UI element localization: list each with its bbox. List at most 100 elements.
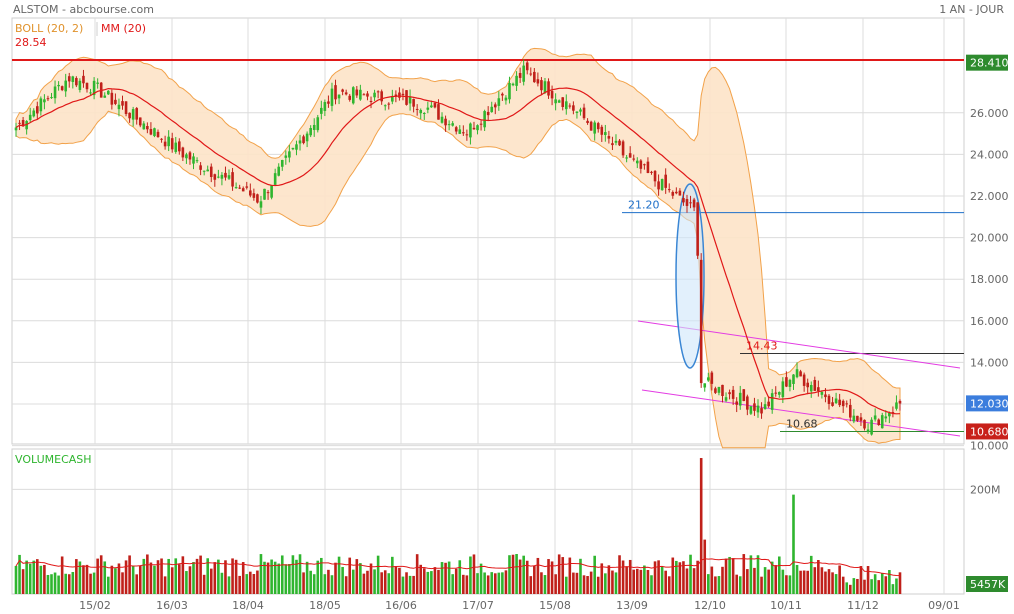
candle-body bbox=[209, 166, 213, 177]
candle-body bbox=[543, 81, 547, 93]
candle-body bbox=[362, 94, 366, 96]
volume-bar bbox=[25, 560, 28, 594]
volume-bar bbox=[327, 569, 330, 594]
volume-bar bbox=[422, 568, 426, 594]
candle-body bbox=[451, 123, 454, 126]
volume-bar bbox=[50, 574, 53, 594]
volume-bar bbox=[781, 569, 785, 594]
candle-body bbox=[422, 112, 426, 114]
volume-bar bbox=[252, 574, 256, 594]
volume-bar bbox=[14, 565, 18, 594]
volume-bar bbox=[202, 574, 206, 594]
volume-bar bbox=[611, 570, 614, 594]
resistance-label: 28.54 bbox=[15, 36, 47, 49]
volume-bar bbox=[220, 572, 224, 594]
candle-body bbox=[316, 117, 320, 131]
volume-bar bbox=[36, 559, 39, 594]
volume-bar bbox=[67, 574, 71, 594]
candle-body bbox=[124, 101, 128, 114]
candle-body bbox=[43, 99, 46, 103]
volume-bar bbox=[280, 555, 284, 594]
candle-body bbox=[533, 71, 536, 83]
candle-body bbox=[667, 189, 671, 191]
volume-bar bbox=[401, 576, 405, 594]
candle-body bbox=[419, 109, 423, 114]
candle-body bbox=[579, 109, 582, 112]
candle-body bbox=[259, 201, 263, 208]
volume-bar bbox=[760, 576, 763, 594]
volume-bar bbox=[667, 576, 671, 594]
volume-bar bbox=[75, 559, 78, 594]
candle-body bbox=[696, 202, 699, 256]
candle-body bbox=[493, 104, 497, 108]
candle-body bbox=[50, 97, 53, 99]
volume-bar bbox=[717, 576, 721, 594]
volume-bar bbox=[518, 559, 522, 594]
candle-body bbox=[777, 392, 781, 395]
volume-bar bbox=[888, 570, 891, 594]
moving-average bbox=[15, 87, 901, 415]
volume-bar bbox=[802, 570, 806, 594]
volume-bars bbox=[14, 458, 902, 594]
legend-boll: BOLL (20, 2) bbox=[15, 22, 83, 35]
badge-volume: 5457K bbox=[970, 578, 1006, 591]
candle-body bbox=[522, 65, 525, 82]
volume-bar bbox=[628, 559, 632, 594]
candle-body bbox=[444, 118, 447, 126]
candle-body bbox=[231, 172, 234, 187]
candle-body bbox=[320, 107, 323, 114]
volume-bar bbox=[92, 572, 96, 594]
volume-bar bbox=[21, 569, 25, 594]
candlesticks bbox=[14, 59, 902, 436]
volume-bar bbox=[263, 561, 266, 594]
volume-bar bbox=[714, 576, 717, 594]
y-tick-label: 10.000 bbox=[970, 440, 1009, 453]
candle-body bbox=[107, 90, 110, 95]
candle-body bbox=[756, 405, 760, 413]
candle-body bbox=[327, 101, 330, 104]
volume-bar bbox=[543, 575, 547, 594]
volume-bar bbox=[511, 554, 515, 594]
candle-body bbox=[824, 394, 827, 398]
candle-body bbox=[25, 121, 28, 130]
volume-bar bbox=[856, 578, 859, 594]
candle-body bbox=[57, 84, 60, 87]
candle-body bbox=[64, 80, 68, 92]
candle-body bbox=[841, 400, 845, 407]
candle-body bbox=[398, 92, 401, 98]
candle-body bbox=[490, 106, 494, 113]
volume-bar bbox=[320, 557, 323, 594]
y-axis-labels: 26.000 24.000 22.000 20.000 18.000 16.000 14.0… bbox=[966, 54, 1009, 592]
volume-bar bbox=[660, 566, 664, 594]
candle-body bbox=[192, 156, 195, 164]
volume-bar bbox=[699, 458, 703, 594]
candle-body bbox=[224, 172, 227, 178]
volume-bar bbox=[561, 557, 565, 594]
volume-bar bbox=[249, 571, 252, 594]
volume-bar bbox=[444, 562, 447, 594]
candle-body bbox=[117, 104, 121, 110]
grid bbox=[12, 18, 964, 594]
candle-body bbox=[785, 377, 788, 387]
volume-bar bbox=[383, 570, 387, 594]
x-tick-label: 15/08 bbox=[539, 599, 571, 612]
volume-bar bbox=[596, 576, 600, 594]
volume-bar bbox=[479, 563, 483, 594]
volume-bar bbox=[124, 560, 128, 594]
volume-bar bbox=[671, 557, 675, 594]
volume-bar bbox=[89, 573, 92, 594]
volume-bar bbox=[185, 571, 188, 594]
volume-bar bbox=[238, 575, 241, 594]
candle-body bbox=[515, 75, 518, 86]
candle-body bbox=[614, 140, 618, 143]
candle-body bbox=[206, 169, 210, 172]
channel-bottom bbox=[641, 389, 961, 437]
volume-bar bbox=[632, 569, 636, 594]
candle-body bbox=[511, 83, 515, 86]
candle-body bbox=[675, 191, 678, 194]
volume-bar bbox=[46, 574, 50, 594]
volume-bar bbox=[635, 568, 639, 594]
volume-bar bbox=[241, 562, 245, 594]
candle-body bbox=[465, 134, 469, 136]
volume-bar bbox=[706, 574, 710, 594]
